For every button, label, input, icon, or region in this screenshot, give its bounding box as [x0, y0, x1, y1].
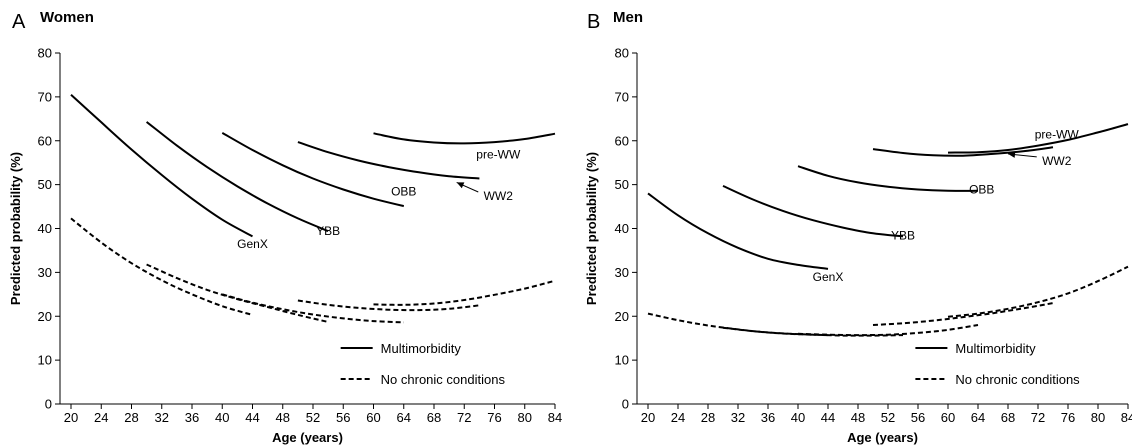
y-tick-label: 30: [38, 265, 52, 280]
y-tick-label: 80: [38, 46, 52, 61]
panel-title: Women: [40, 9, 94, 26]
multimorbidity-line-genx: [70, 93, 253, 238]
x-tick-label: 52: [306, 410, 320, 425]
x-tick-label: 80: [1091, 410, 1105, 425]
y-tick-label: 50: [38, 177, 52, 192]
x-tick-label: 24: [671, 410, 685, 425]
x-tick-label: 72: [1031, 410, 1045, 425]
x-tick-label: 32: [731, 410, 745, 425]
x-tick-label: 68: [427, 410, 441, 425]
multimorbidity-line-obb: [221, 132, 405, 208]
x-tick-label: 84: [1121, 410, 1132, 425]
cohort-label: OBB: [969, 182, 994, 196]
multimorbidity-line-ww2: [297, 141, 480, 180]
x-axis-title: Age (years): [847, 430, 918, 445]
x-tick-label: 68: [1001, 410, 1015, 425]
x-tick-label: 24: [94, 410, 108, 425]
legend-label: Multimorbidity: [955, 341, 1036, 356]
no-chronic-conditions-line: [373, 279, 556, 306]
x-axis-title: Age (years): [272, 430, 343, 445]
y-tick-label: 20: [615, 309, 629, 324]
y-tick-label: 60: [615, 133, 629, 148]
multimorbidity-line-pre-ww: [947, 123, 1129, 154]
multimorbidity-line-ybb: [722, 184, 904, 238]
x-tick-label: 48: [851, 410, 865, 425]
x-tick-label: 52: [881, 410, 895, 425]
cohort-label: OBB: [391, 185, 416, 199]
legend-label: No chronic conditions: [381, 372, 506, 387]
x-tick-label: 80: [518, 410, 532, 425]
no-chronic-conditions-line: [797, 324, 979, 337]
no-chronic-conditions-line: [722, 326, 904, 337]
y-tick-label: 80: [615, 46, 629, 61]
y-tick-label: 10: [615, 353, 629, 368]
arrow-head-icon: [456, 182, 465, 189]
panel-women: A Women 0 10 20 30 40 50 60 70 80 20 24 28 32 36 40 44 48 5…: [8, 9, 562, 445]
no-chronic-conditions-line: [647, 312, 829, 337]
x-tick-label: 40: [791, 410, 805, 425]
x-tick-label: 64: [971, 410, 985, 425]
cohort-label: YBB: [891, 228, 915, 242]
x-tick-label: 28: [701, 410, 715, 425]
y-tick-label: 20: [38, 309, 52, 324]
x-tick-label: 44: [245, 410, 259, 425]
y-axis-title: Predicted probability (%): [8, 152, 23, 305]
x-tick-label: 40: [215, 410, 229, 425]
cohort-label: pre-WW: [476, 147, 521, 161]
legend-label: Multimorbidity: [381, 341, 462, 356]
multimorbidity-line-obb: [797, 165, 979, 192]
x-tick-label: 36: [185, 410, 199, 425]
y-tick-label: 40: [615, 221, 629, 236]
cohort-label: pre-WW: [1035, 128, 1080, 142]
no-chronic-conditions-line: [70, 217, 253, 316]
panel-men: B Men 0 10 20 30 40 50 60 70 80 20 24 28 32 36 40 44 48 52 5…: [584, 9, 1132, 445]
x-tick-label: 48: [276, 410, 290, 425]
y-tick-label: 0: [622, 397, 629, 412]
panel-letter: A: [12, 11, 26, 33]
cohort-label: WW2: [484, 189, 514, 203]
x-tick-label: 56: [336, 410, 350, 425]
no-chronic-conditions-line: [146, 263, 329, 323]
x-tick-label: 60: [366, 410, 380, 425]
cohort-label: GenX: [813, 270, 844, 284]
y-tick-label: 30: [615, 265, 629, 280]
legend-label: No chronic conditions: [955, 372, 1080, 387]
no-chronic-conditions-line: [297, 299, 480, 312]
x-tick-label: 64: [397, 410, 411, 425]
y-tick-label: 0: [45, 397, 52, 412]
y-tick-label: 40: [38, 221, 52, 236]
x-tick-label: 56: [911, 410, 925, 425]
y-tick-label: 70: [615, 89, 629, 104]
y-axis-title: Predicted probability (%): [584, 152, 599, 305]
y-tick-label: 10: [38, 353, 52, 368]
no-chronic-conditions-line: [947, 265, 1129, 318]
x-tick-label: 76: [1061, 410, 1075, 425]
cohort-label: YBB: [316, 224, 340, 238]
multimorbidity-line-genx: [647, 192, 829, 270]
multimorbidity-line-pre-ww: [373, 132, 556, 145]
x-tick-label: 32: [155, 410, 169, 425]
panel-letter: B: [587, 11, 600, 33]
x-tick-label: 84: [548, 410, 562, 425]
x-tick-label: 28: [124, 410, 138, 425]
x-tick-label: 44: [821, 410, 835, 425]
multimorbidity-line-ww2: [872, 146, 1054, 157]
x-tick-label: 76: [487, 410, 501, 425]
x-tick-label: 36: [761, 410, 775, 425]
cohort-label: WW2: [1042, 154, 1072, 168]
multimorbidity-line-ybb: [145, 121, 329, 233]
cohort-label: GenX: [237, 237, 268, 251]
y-tick-label: 70: [38, 89, 52, 104]
x-tick-label: 72: [457, 410, 471, 425]
y-tick-label: 60: [38, 133, 52, 148]
x-tick-label: 20: [64, 410, 78, 425]
arrow-head-icon: [1008, 151, 1016, 158]
y-tick-label: 50: [615, 177, 629, 192]
panel-title: Men: [613, 9, 643, 26]
no-chronic-conditions-line: [872, 302, 1054, 326]
x-tick-label: 60: [941, 410, 955, 425]
x-tick-label: 20: [641, 410, 655, 425]
no-chronic-conditions-line: [222, 293, 404, 324]
